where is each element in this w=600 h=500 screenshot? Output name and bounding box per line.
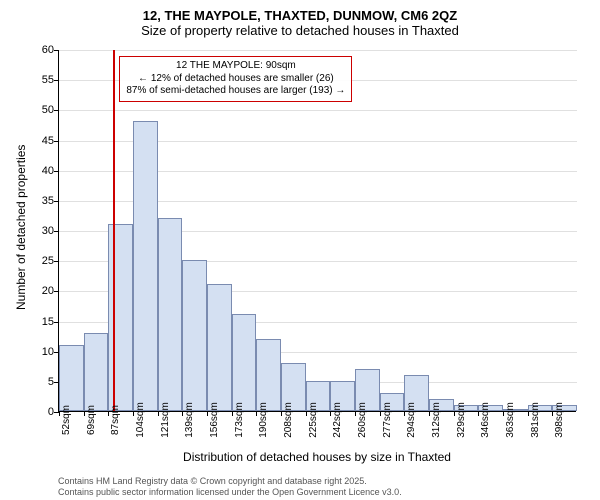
chart-subtitle: Size of property relative to detached ho… [0, 23, 600, 38]
x-tick-label: 104sqm [135, 402, 146, 438]
x-tick-label: 225sqm [308, 402, 319, 438]
x-tick-label: 190sqm [258, 402, 269, 438]
chart-plot-area: 12 THE MAYPOLE: 90sqm← 12% of detached h… [58, 50, 576, 412]
histogram-bar [158, 218, 183, 411]
y-tick-label: 40 [24, 165, 54, 177]
x-tick-label: 294sqm [406, 402, 417, 438]
annotation-box: 12 THE MAYPOLE: 90sqm← 12% of detached h… [119, 56, 352, 102]
annotation-line1: 12 THE MAYPOLE: 90sqm [126, 60, 345, 73]
footer-line2: Contains public sector information licen… [58, 487, 402, 498]
gridline [59, 50, 577, 51]
y-tick-label: 10 [24, 346, 54, 358]
x-tick-label: 156sqm [209, 402, 220, 438]
y-tick-label: 30 [24, 225, 54, 237]
histogram-bar [133, 121, 158, 411]
annotation-line3: 87% of semi-detached houses are larger (… [126, 85, 345, 98]
x-tick-label: 52sqm [61, 405, 72, 435]
histogram-bar [232, 314, 257, 411]
attribution-footer: Contains HM Land Registry data © Crown c… [58, 476, 402, 498]
x-tick-label: 121sqm [160, 402, 171, 438]
property-marker-line [113, 50, 115, 411]
y-tick-label: 50 [24, 104, 54, 116]
y-tick-label: 5 [24, 376, 54, 388]
x-axis-label: Distribution of detached houses by size … [58, 450, 576, 464]
x-tick-label: 346sqm [480, 402, 491, 438]
chart-title: 12, THE MAYPOLE, THAXTED, DUNMOW, CM6 2Q… [0, 8, 600, 23]
gridline [59, 110, 577, 111]
x-tick-label: 69sqm [86, 405, 97, 435]
x-tick-label: 260sqm [357, 402, 368, 438]
x-tick-label: 87sqm [110, 405, 121, 435]
annotation-line2: ← 12% of detached houses are smaller (26… [126, 73, 345, 86]
y-tick-label: 20 [24, 285, 54, 297]
y-tick-label: 35 [24, 195, 54, 207]
x-tick-label: 277sqm [382, 402, 393, 438]
x-tick-label: 208sqm [283, 402, 294, 438]
histogram-bar [84, 333, 109, 411]
x-tick-label: 173sqm [234, 402, 245, 438]
x-tick-label: 398sqm [554, 402, 565, 438]
y-tick-label: 60 [24, 44, 54, 56]
histogram-bar [207, 284, 232, 411]
footer-line1: Contains HM Land Registry data © Crown c… [58, 476, 402, 487]
x-tick-label: 363sqm [505, 402, 516, 438]
y-tick-label: 15 [24, 316, 54, 328]
x-tick-label: 242sqm [332, 402, 343, 438]
y-tick-label: 25 [24, 255, 54, 267]
histogram-bar [256, 339, 281, 411]
y-tick-label: 0 [24, 406, 54, 418]
histogram-bar [59, 345, 84, 411]
x-tick-label: 312sqm [431, 402, 442, 438]
x-tick-label: 329sqm [456, 402, 467, 438]
histogram-bar [182, 260, 207, 411]
y-tick-label: 45 [24, 135, 54, 147]
x-tick-label: 139sqm [184, 402, 195, 438]
histogram-bar [108, 224, 133, 411]
y-tick-label: 55 [24, 74, 54, 86]
x-tick-label: 381sqm [530, 402, 541, 438]
